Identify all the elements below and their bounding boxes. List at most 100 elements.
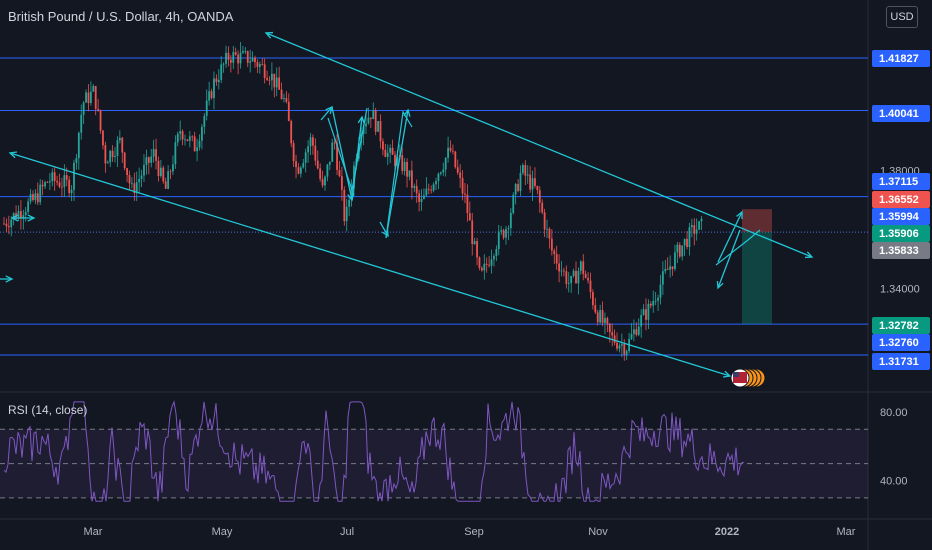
candle (468, 201, 471, 221)
candle-body (258, 64, 261, 67)
candle-body (205, 100, 208, 116)
pattern-zigzag-3[interactable] (715, 229, 761, 266)
candle (541, 199, 544, 215)
left-arrow-marker[interactable] (0, 275, 14, 283)
candle (350, 179, 353, 207)
level-132782-badge[interactable]: 1.32782 (872, 317, 930, 334)
level-135994-badge[interactable]: 1.35994 (872, 208, 930, 225)
time-label: Mar (837, 526, 856, 538)
level-141827-badge[interactable]: 1.41827 (872, 50, 930, 67)
candle (657, 294, 659, 312)
candle (302, 158, 305, 169)
candle (418, 189, 421, 212)
candle-body (563, 270, 565, 272)
candle (27, 198, 30, 214)
candle-body (48, 181, 51, 183)
left-range-arrow[interactable] (10, 214, 36, 222)
candle-body (321, 179, 324, 186)
level-140041-badge[interactable]: 1.40041 (872, 105, 930, 122)
candle-body (99, 110, 102, 131)
level-131731-badge[interactable]: 1.31731 (872, 353, 930, 370)
candle (80, 104, 83, 140)
candle (319, 163, 322, 182)
candle (591, 289, 594, 310)
stop-loss-zone[interactable] (742, 209, 772, 233)
pattern-arrow-5[interactable] (385, 108, 411, 239)
candle (270, 62, 273, 91)
candle-body (203, 115, 206, 127)
trend-line[interactable] (9, 152, 731, 377)
candle-body (82, 102, 85, 115)
candle-body (444, 157, 447, 170)
level-137115-badge[interactable]: 1.37115 (872, 173, 930, 190)
candle (517, 179, 519, 193)
candle (251, 51, 254, 62)
currency-button[interactable]: USD (886, 6, 918, 28)
candle-body (386, 152, 389, 157)
trend-line[interactable] (351, 116, 363, 201)
candle-body (584, 273, 587, 278)
candle-body (77, 132, 80, 159)
candle (143, 154, 145, 182)
candle-body (693, 225, 696, 234)
candle-body (403, 161, 406, 171)
pattern-zigzag-1[interactable] (327, 107, 368, 191)
level-136552-badge[interactable]: 1.36552 (872, 191, 930, 208)
candle (488, 256, 491, 268)
candle (106, 160, 109, 164)
candle-body (147, 157, 150, 163)
candle-body (246, 51, 249, 63)
candle-body (152, 149, 155, 157)
candle-body (507, 228, 510, 230)
arrow-head (8, 151, 18, 159)
trend-line[interactable] (385, 109, 409, 239)
arrow-head (403, 108, 411, 117)
candle (326, 163, 329, 182)
take-profit-zone[interactable] (742, 232, 772, 325)
candle-body (659, 284, 662, 298)
candle-body (493, 255, 495, 260)
candle (22, 209, 25, 230)
rsi-line[interactable] (3, 400, 745, 502)
trend-line[interactable] (717, 211, 743, 263)
candle-body (635, 329, 638, 335)
candle-body (333, 142, 336, 144)
pattern-arrow-7[interactable] (716, 229, 741, 290)
upper-channel-line[interactable] (264, 31, 814, 259)
candle (686, 230, 688, 250)
candle-body (664, 268, 667, 272)
pattern-arrow-1[interactable] (320, 105, 333, 121)
candle-body (654, 300, 657, 302)
trend-line[interactable] (331, 106, 353, 201)
pattern-arrow-3[interactable] (351, 115, 365, 201)
candle (413, 183, 416, 192)
level-135906-badge[interactable]: 1.35906 (872, 225, 930, 242)
trend-line[interactable] (717, 229, 741, 289)
candle (217, 69, 220, 90)
candle-body (116, 140, 119, 156)
candle-body (135, 182, 138, 194)
trend-line[interactable] (320, 106, 333, 121)
candle-body (471, 220, 474, 245)
economic-events-icon[interactable] (730, 368, 766, 388)
lower-channel-line[interactable] (8, 151, 732, 378)
candle (502, 228, 505, 240)
time-label: Sep (464, 526, 484, 538)
candle-body (63, 175, 66, 187)
candle-body (406, 161, 408, 177)
candle (348, 195, 351, 217)
candle (186, 139, 189, 142)
candle (384, 143, 387, 158)
candle-body (316, 160, 319, 169)
level-132760-badge[interactable]: 1.32760 (872, 334, 930, 351)
candle (493, 253, 495, 267)
pattern-arrow-6[interactable] (717, 210, 743, 263)
candle-body (596, 312, 599, 323)
trend-line[interactable] (265, 32, 813, 258)
candle (225, 45, 227, 68)
pattern-zigzag-2[interactable] (385, 110, 413, 239)
level-135833-badge[interactable]: 1.35833 (872, 242, 930, 259)
candle-body (630, 334, 633, 339)
